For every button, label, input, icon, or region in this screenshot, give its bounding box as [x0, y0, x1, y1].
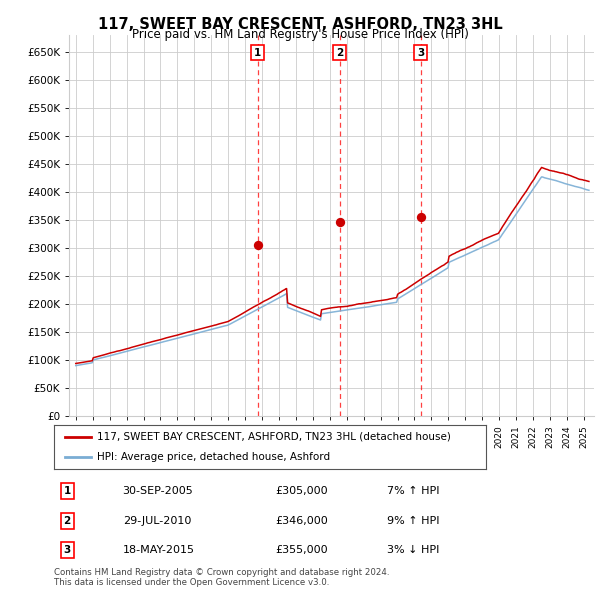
Text: 2: 2 [336, 48, 343, 57]
Text: 117, SWEET BAY CRESCENT, ASHFORD, TN23 3HL: 117, SWEET BAY CRESCENT, ASHFORD, TN23 3… [98, 17, 502, 31]
Text: 7% ↑ HPI: 7% ↑ HPI [386, 486, 439, 496]
Point [416, 212, 426, 222]
Text: 1: 1 [254, 48, 262, 57]
Text: £355,000: £355,000 [276, 545, 328, 555]
Point [253, 241, 263, 250]
Text: £346,000: £346,000 [276, 516, 329, 526]
Text: 3: 3 [64, 545, 71, 555]
Point [335, 218, 344, 227]
Text: 3% ↓ HPI: 3% ↓ HPI [386, 545, 439, 555]
Text: 18-MAY-2015: 18-MAY-2015 [122, 545, 194, 555]
Text: 9% ↑ HPI: 9% ↑ HPI [386, 516, 439, 526]
Text: £305,000: £305,000 [276, 486, 328, 496]
Text: 1: 1 [64, 486, 71, 496]
Text: 29-JUL-2010: 29-JUL-2010 [122, 516, 191, 526]
Text: 3: 3 [417, 48, 425, 57]
Text: Price paid vs. HM Land Registry's House Price Index (HPI): Price paid vs. HM Land Registry's House … [131, 28, 469, 41]
Text: HPI: Average price, detached house, Ashford: HPI: Average price, detached house, Ashf… [97, 452, 331, 462]
Text: 30-SEP-2005: 30-SEP-2005 [122, 486, 193, 496]
Text: 2: 2 [64, 516, 71, 526]
Text: 117, SWEET BAY CRESCENT, ASHFORD, TN23 3HL (detached house): 117, SWEET BAY CRESCENT, ASHFORD, TN23 3… [97, 432, 451, 442]
Text: Contains HM Land Registry data © Crown copyright and database right 2024.
This d: Contains HM Land Registry data © Crown c… [54, 568, 389, 587]
